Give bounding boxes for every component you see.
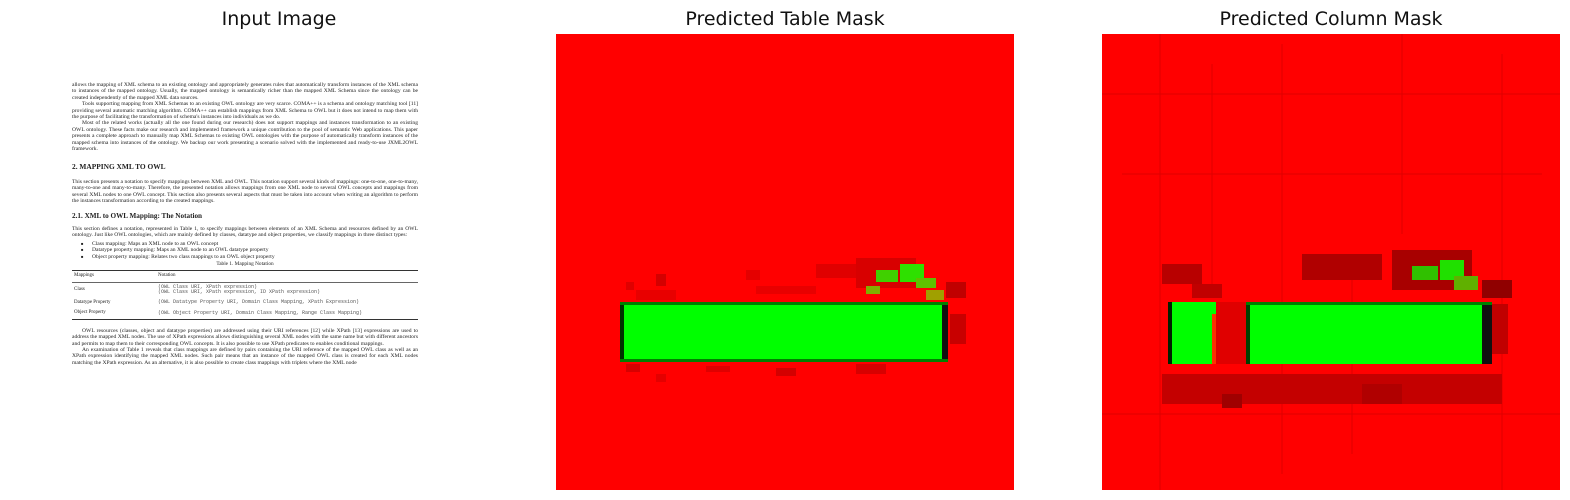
subsection-heading: 2.1. XML to OWL Mapping: The Notation [72, 211, 203, 220]
section-heading: 2. MAPPING XML TO OWL [72, 162, 166, 172]
table-mask-title: Predicted Table Mask [685, 8, 885, 30]
list-item: Class mapping: Maps an XML node to an OW… [81, 241, 418, 248]
list-item: Object property mapping: Relates two cla… [81, 254, 418, 261]
table-header: Notation [158, 273, 176, 279]
table-cell: (OWL Object Property URI, Domain Class M… [158, 309, 363, 316]
predicted-column-1 [1168, 302, 1216, 364]
paragraph: allows the mapping of XML schema to an e… [72, 82, 418, 101]
mapping-type-list: Class mapping: Maps an XML node to an OW… [81, 241, 418, 261]
input-image-title: Input Image [221, 8, 337, 30]
table-header: Mappings [74, 273, 94, 279]
paragraph: Most of the related works (actually all … [72, 120, 418, 153]
column-mask-panel [1102, 34, 1560, 490]
table-cell: Datatype Property [74, 299, 111, 305]
column-mask-title: Predicted Column Mask [1219, 8, 1443, 30]
mask-noise [1162, 250, 1512, 408]
table-caption: Table 1. Mapping Notation [216, 260, 274, 267]
table-mask-panel [556, 34, 1014, 490]
table-cell: Class [74, 287, 85, 293]
paragraph: This section defines a notation, represe… [72, 225, 418, 239]
predicted-table-region [620, 302, 948, 362]
list-item: Datatype property mapping: Maps an XML n… [81, 247, 418, 254]
table-cell: Object Property [74, 310, 106, 316]
predicted-column-2 [1246, 302, 1492, 364]
table-cell: (OWL Class URI, XPath expression) (OWL C… [158, 283, 321, 296]
paragraph: An examination of Table 1 reveals that c… [72, 346, 418, 366]
table-row: Object Property (OWL Object Property URI… [72, 308, 418, 320]
paragraph: This section presents a notation to spec… [72, 178, 418, 205]
input-image-panel: allows the mapping of XML schema to an e… [50, 34, 508, 490]
document-page: allows the mapping of XML schema to an e… [72, 82, 418, 366]
mask-noise [626, 314, 966, 382]
table-cell: (OWL Datatype Property URI, Domain Class… [158, 299, 360, 306]
paragraph: OWL resources (classes, object and datat… [72, 327, 418, 347]
table-mask-image [556, 34, 1014, 490]
mapping-notation-table: Mappings Notation Class (OWL Class URI, … [72, 270, 418, 320]
column-mask-image [1102, 34, 1560, 490]
table-row: Datatype Property (OWL Datatype Property… [72, 298, 418, 308]
mask-background [556, 34, 1014, 490]
mask-noise [626, 258, 966, 300]
table-row: Class (OWL Class URI, XPath expression) … [72, 282, 418, 298]
paragraph: Tools supporting mapping from XML Schema… [72, 101, 418, 121]
